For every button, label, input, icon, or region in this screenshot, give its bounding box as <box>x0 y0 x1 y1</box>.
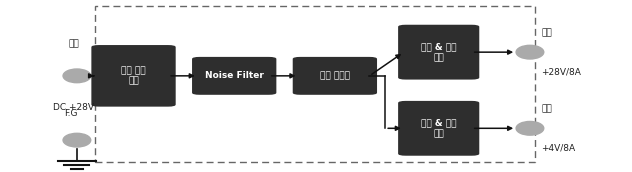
Text: +28V/8A: +28V/8A <box>541 67 581 76</box>
Text: 출력: 출력 <box>541 28 552 37</box>
Ellipse shape <box>63 69 91 83</box>
Ellipse shape <box>516 45 544 59</box>
Text: 출력: 출력 <box>541 104 552 113</box>
FancyBboxPatch shape <box>293 57 377 95</box>
FancyBboxPatch shape <box>398 101 479 156</box>
Ellipse shape <box>63 133 91 147</box>
Text: 돌입 전류
방지: 돌입 전류 방지 <box>121 66 146 85</box>
FancyBboxPatch shape <box>398 25 479 80</box>
Text: 정류 & 평활
회로: 정류 & 평활 회로 <box>421 42 456 62</box>
Text: 정류 & 평활
회로: 정류 & 평활 회로 <box>421 119 456 138</box>
Bar <box>95 7 535 162</box>
Text: F.G: F.G <box>64 109 77 118</box>
Ellipse shape <box>516 121 544 135</box>
Text: 입력: 입력 <box>68 40 79 49</box>
Text: +4V/8A: +4V/8A <box>541 144 575 153</box>
FancyBboxPatch shape <box>92 45 176 107</box>
FancyBboxPatch shape <box>192 57 276 95</box>
Text: 전력 변환부: 전력 변환부 <box>320 71 350 80</box>
Text: DC +28V: DC +28V <box>53 103 94 112</box>
Text: Noise Filter: Noise Filter <box>205 71 264 80</box>
